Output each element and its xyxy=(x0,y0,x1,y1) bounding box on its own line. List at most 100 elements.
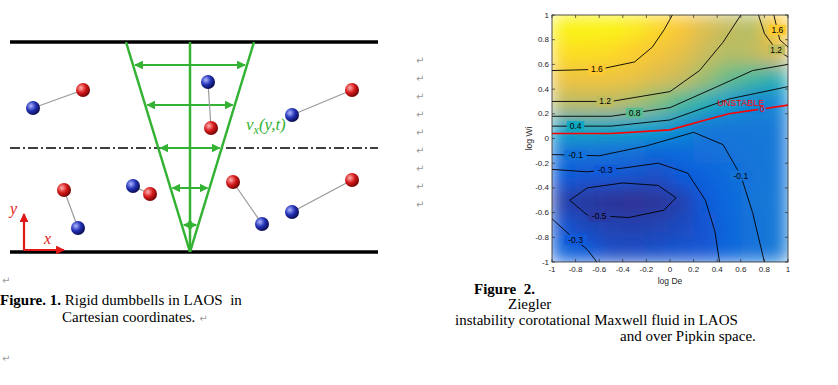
paragraph-mark: ↵ xyxy=(2,353,10,364)
x-tick-label: 0.2 xyxy=(688,265,700,274)
heatmap-cell xyxy=(646,212,671,238)
x-tick xyxy=(693,15,694,18)
heatmap-cell xyxy=(670,89,695,115)
velocity-label: vx(y,t) xyxy=(246,115,286,137)
x-tick xyxy=(552,15,553,18)
heatmap-cell xyxy=(717,113,742,139)
contour-label: 1.6 xyxy=(591,64,603,74)
heatmap-cell xyxy=(622,64,647,90)
contour-label-bg xyxy=(626,108,643,118)
heatmap xyxy=(552,15,788,262)
heatmap-cell xyxy=(670,15,695,40)
bead xyxy=(143,187,157,201)
x-tick-label: -1 xyxy=(548,265,556,274)
y-tick xyxy=(552,237,555,238)
contour-line xyxy=(552,105,788,133)
heatmap-cell xyxy=(646,64,671,90)
heatmap-cell xyxy=(764,237,788,262)
x-tick-label: 0 xyxy=(668,265,673,274)
contour-line xyxy=(552,87,788,127)
heatmap-cell xyxy=(764,89,788,115)
contour-line xyxy=(552,15,672,71)
caption-label: Figure 2. xyxy=(474,281,535,297)
contour-label: 0.4 xyxy=(570,121,582,131)
channel-wall xyxy=(10,40,378,44)
contour-label: 1.6 xyxy=(771,25,783,35)
heatmap-cell xyxy=(575,15,600,40)
contour-label-bg xyxy=(730,171,752,181)
heatmap-cell xyxy=(764,39,788,65)
paragraph-mark: ↵ xyxy=(2,275,10,286)
dumbbell xyxy=(285,83,359,122)
heatmap-cell xyxy=(764,212,788,238)
caption-text: Rigid dumbbells in LAOS in xyxy=(61,292,242,308)
heatmap-cell xyxy=(575,39,600,65)
heatmap-cell xyxy=(717,237,742,262)
y-tick xyxy=(785,163,788,164)
x-tick xyxy=(788,15,789,18)
x-tick-label: -0.8 xyxy=(569,265,583,274)
heatmap-cell xyxy=(646,237,671,262)
y-tick xyxy=(785,187,788,188)
contour-label: -0.3 xyxy=(568,235,583,245)
contour-label-bg xyxy=(567,121,584,131)
y-tick xyxy=(552,138,555,139)
heatmap-cell xyxy=(740,212,765,238)
heatmap-cell xyxy=(693,138,718,164)
x-tick xyxy=(670,15,671,18)
x-tick xyxy=(552,259,553,262)
x-tick xyxy=(622,15,623,18)
y-tick-label: -0.2 xyxy=(535,159,549,168)
x-tick xyxy=(646,15,647,18)
heatmap-cell xyxy=(717,138,742,164)
axis-label: x xyxy=(43,230,51,247)
heatmap-cell xyxy=(575,187,600,213)
x-tick xyxy=(575,259,576,262)
heatmap-cell xyxy=(622,15,647,40)
figure-1: vx(y,t)yxFigure. 1. Rigid dumbbells in L… xyxy=(0,42,378,325)
plot-frame xyxy=(552,15,788,262)
heatmap-cell xyxy=(622,39,647,65)
velocity-label-rest: (y,t) xyxy=(259,115,286,134)
contour-label: -0.3 xyxy=(598,165,613,175)
heatmap-cell xyxy=(693,39,718,65)
dumbbell-rod xyxy=(33,90,83,108)
x-tick xyxy=(646,259,647,262)
heatmap-cell xyxy=(740,187,765,213)
x-tick-label: 0.8 xyxy=(759,265,771,274)
contour-line xyxy=(552,219,597,262)
heatmap-cell xyxy=(717,15,742,40)
bead xyxy=(345,83,359,97)
heatmap-cell xyxy=(740,138,765,164)
contour-line xyxy=(552,163,720,262)
bead xyxy=(126,179,140,193)
y-tick-label: 0.6 xyxy=(538,60,550,69)
y-tick-label: -1 xyxy=(542,258,550,267)
bead xyxy=(26,101,40,115)
paragraph-mark: ↵ xyxy=(199,313,207,324)
y-tick xyxy=(552,262,555,263)
heatmap-cell xyxy=(740,113,765,139)
x-tick-label: -0.6 xyxy=(592,265,606,274)
bead xyxy=(204,121,218,135)
y-tick xyxy=(552,64,555,65)
contour-label-bg xyxy=(588,211,610,221)
contour-label: -0.1 xyxy=(733,171,748,181)
x-tick xyxy=(693,259,694,262)
figure-2: 1.61.61.21.20.80.40-0.1-0.1-0.3-0.3-0.5U… xyxy=(455,11,791,345)
heatmap-cell xyxy=(717,212,742,238)
dumbbell xyxy=(285,173,359,219)
heatmap-cell xyxy=(693,237,718,262)
bead xyxy=(76,83,90,97)
dumbbell xyxy=(126,179,157,201)
velocity-arrow xyxy=(160,147,219,149)
centerline xyxy=(10,147,378,149)
contour-line xyxy=(552,64,788,116)
y-tick-label: -0.6 xyxy=(535,208,549,217)
paragraph-mark: ↵ xyxy=(416,163,424,174)
y-tick xyxy=(552,15,555,16)
heatmap-cell xyxy=(552,64,576,90)
heatmap-cell xyxy=(764,163,788,189)
x-tick-label: -0.2 xyxy=(640,265,654,274)
paragraph-mark: ↵ xyxy=(416,199,424,210)
